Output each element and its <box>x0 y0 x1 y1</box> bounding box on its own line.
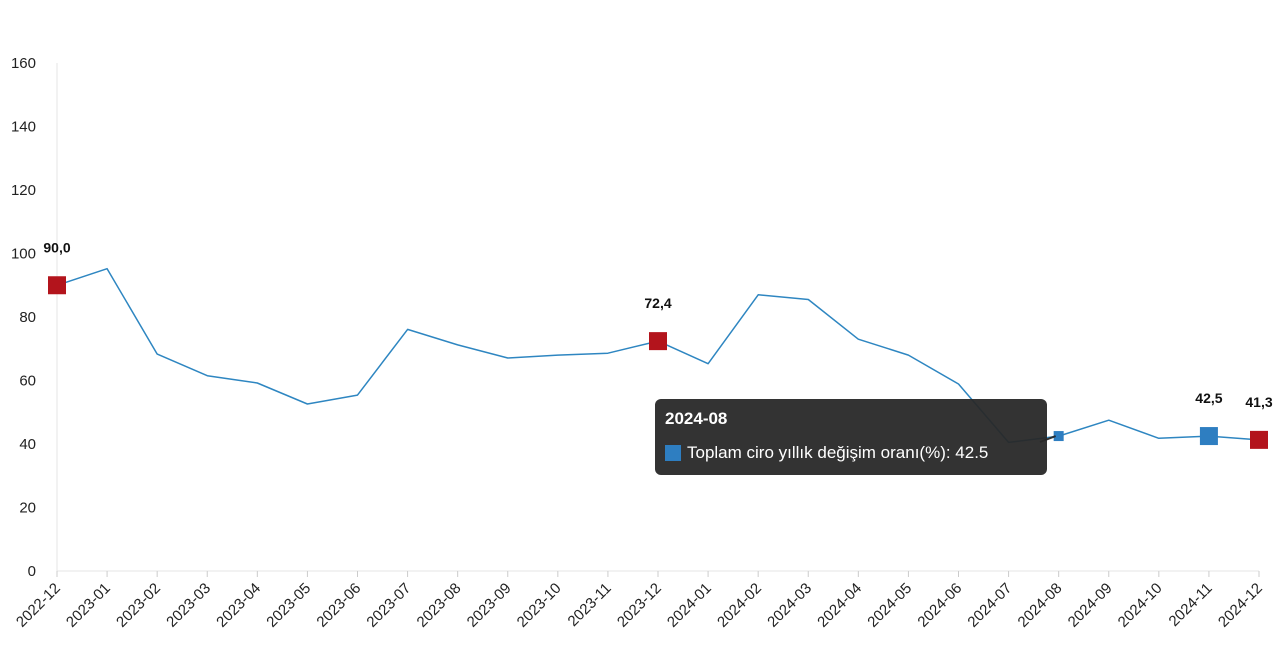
x-tick-label: 2024-06 <box>914 580 965 631</box>
x-tick-label: 2023-06 <box>313 580 364 631</box>
x-tick-label: 2024-03 <box>764 580 815 631</box>
y-tick-label: 40 <box>19 436 36 453</box>
x-tick-label: 2023-03 <box>163 580 214 631</box>
x-tick-label: 2024-02 <box>714 580 765 631</box>
x-tick-label: 2024-10 <box>1115 580 1166 631</box>
y-tick-label: 120 <box>11 182 36 199</box>
x-tick-label: 2023-07 <box>363 580 414 631</box>
x-tick-label: 2024-11 <box>1166 580 1216 630</box>
tooltip-text: Toplam ciro yıllık değişim oranı(%): 42.… <box>687 443 989 462</box>
chart-tooltip: 2024-08 Toplam ciro yıllık değişim oranı… <box>655 399 1047 475</box>
data-labels-group: 90,0 72,4 42,5 41,3 <box>43 239 1272 410</box>
data-label: 90,0 <box>43 239 70 255</box>
x-tick-label: 2023-11 <box>565 580 615 630</box>
hover-marker[interactable] <box>1053 431 1064 442</box>
x-tick-label: 2023-08 <box>414 580 465 631</box>
x-axis: 2022-12 2023-01 2023-02 2023-03 2023-04 2023-… <box>13 570 1266 631</box>
x-tick-label: 2023-09 <box>464 580 515 631</box>
y-tick-label: 60 <box>19 373 36 390</box>
y-axis: 0 20 40 60 80 100 120 140 160 <box>11 55 58 580</box>
x-tick-label: 2023-05 <box>263 580 314 631</box>
x-tick-label: 2024-04 <box>814 580 865 631</box>
y-tick-label: 0 <box>28 563 36 580</box>
x-tick-label: 2023-02 <box>113 580 164 631</box>
y-tick-label: 140 <box>11 119 36 136</box>
x-tick-label: 2024-01 <box>664 580 715 631</box>
y-tick-label: 80 <box>19 309 36 326</box>
y-tick-label: 160 <box>11 55 36 72</box>
highlight-marker[interactable] <box>649 332 667 351</box>
tooltip-title: 2024-08 <box>665 409 728 428</box>
x-tick-label: 2023-12 <box>614 580 665 631</box>
x-tick-label: 2024-05 <box>864 580 915 631</box>
x-tick-label: 2024-07 <box>964 580 1015 631</box>
x-tick-label: 2023-01 <box>63 580 114 631</box>
highlight-marker[interactable] <box>1250 430 1268 449</box>
tooltip-row: Toplam ciro yıllık değişim oranı(%): 42.… <box>665 443 1037 463</box>
data-label: 41,3 <box>1245 394 1272 410</box>
highlight-marker[interactable] <box>1199 427 1218 446</box>
y-tick-label: 20 <box>19 500 36 517</box>
y-tick-label: 100 <box>11 246 36 263</box>
markers-group <box>48 276 1268 449</box>
data-label: 42,5 <box>1195 390 1222 406</box>
x-tick-label: 2024-09 <box>1065 580 1116 631</box>
tooltip-series-swatch <box>665 445 681 461</box>
x-tick-label: 2024-12 <box>1215 580 1266 631</box>
x-tick-label: 2023-10 <box>514 580 565 631</box>
x-tick-label: 2024-08 <box>1015 580 1066 631</box>
data-label: 72,4 <box>644 295 671 311</box>
x-tick-label: 2023-04 <box>213 580 264 631</box>
x-tick-label: 2022-12 <box>13 580 64 631</box>
highlight-marker[interactable] <box>48 276 66 295</box>
